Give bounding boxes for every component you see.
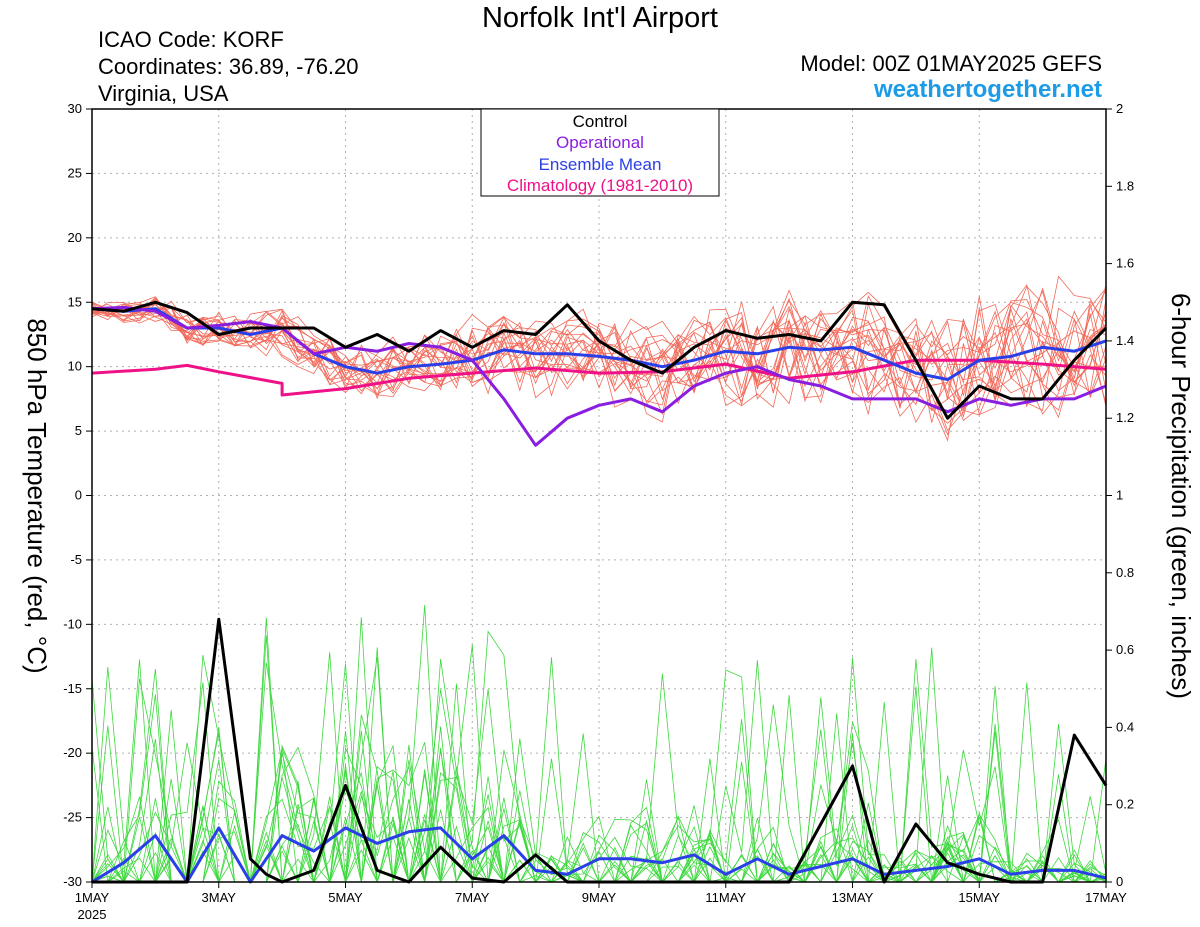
temp-operational-line (91, 305, 1107, 447)
x-tick-label: 5MAY (328, 890, 363, 905)
site-link[interactable]: weathertogether.net (873, 76, 1102, 103)
x-tick-label: 3MAY (202, 890, 237, 905)
right-axis-label: 6-hour Precipitation (green, inches) (1166, 293, 1196, 699)
precip-control-line (92, 617, 1108, 884)
right-tick-label: 0.4 (1116, 719, 1134, 734)
legend-control: Control (573, 112, 628, 131)
x-tick-label: 11MAY (705, 890, 746, 905)
right-tick-label: 0.6 (1116, 642, 1134, 657)
left-tick-label: -30 (63, 874, 82, 889)
x-tick-label: 17MAY (1085, 890, 1127, 905)
right-tick-label: 1.6 (1116, 256, 1134, 271)
temp-member-line (91, 275, 1107, 407)
legend-operational: Operational (556, 133, 644, 152)
temp-member-line (91, 299, 1107, 424)
precip-member-line (91, 657, 1106, 884)
temp-ensemble-mean-line (91, 307, 1107, 381)
temp-member-line (91, 289, 1107, 391)
x-tick-label: 15MAY (958, 890, 1000, 905)
highlight-series (91, 300, 1108, 884)
left-tick-label: 30 (68, 101, 82, 116)
x-tick-label: 7MAY (455, 890, 490, 905)
right-tick-label: 1.4 (1116, 333, 1134, 348)
right-tick-label: 1 (1116, 488, 1123, 503)
legend-ensemble-mean: Ensemble Mean (539, 155, 662, 174)
temp-member-line (91, 302, 1107, 432)
left-tick-label: 0 (75, 488, 82, 503)
left-tick-label: 20 (68, 230, 82, 245)
left-tick-label: -15 (63, 681, 82, 696)
right-tick-label: 2 (1116, 101, 1123, 116)
grid-lines (92, 108, 1106, 883)
x-tick-year: 2025 (78, 907, 107, 922)
left-tick-label: 5 (75, 423, 82, 438)
right-tick-label: 1.8 (1116, 178, 1134, 193)
temp-member-line (91, 287, 1107, 416)
axis-ticks: 302520151050-5-10-15-20-25-3021.81.61.41… (63, 101, 1134, 922)
right-tick-label: 1.2 (1116, 410, 1134, 425)
temp-member-line (91, 297, 1107, 442)
legend-box: Control Operational Ensemble Mean Climat… (480, 108, 720, 197)
precip-ensemble-mean-line (91, 826, 1107, 884)
temp-member-line (91, 290, 1107, 411)
right-tick-label: 0 (1116, 874, 1123, 889)
model-run-label: Model: 00Z 01MAY2025 GEFS (800, 51, 1102, 76)
left-tick-label: 10 (68, 359, 82, 374)
left-tick-label: -20 (63, 745, 82, 760)
left-axis-label: 850 hPa Temperature (red, °C) (22, 318, 52, 673)
x-tick-label: 9MAY (582, 890, 617, 905)
chart-title: Norfolk Int'l Airport (481, 2, 718, 34)
temp-control-line (91, 300, 1108, 420)
precip-member-line (92, 604, 1107, 884)
legend-climatology: Climatology (1981-2010) (507, 176, 693, 195)
x-tick-label: 13MAY (832, 890, 874, 905)
location-label: Virginia, USA (98, 81, 229, 106)
right-tick-label: 0.8 (1116, 565, 1134, 580)
x-tick-label: 1MAY (75, 890, 110, 905)
right-tick-label: 0.2 (1116, 797, 1134, 812)
left-tick-label: -5 (70, 552, 82, 567)
left-tick-label: -10 (63, 616, 82, 631)
legend-frame (480, 108, 720, 197)
left-tick-label: 15 (68, 294, 82, 309)
precip-member-line (91, 666, 1106, 884)
left-tick-label: -25 (63, 810, 82, 825)
temp-member-line (91, 295, 1107, 421)
icao-code-label: ICAO Code: KORF (98, 27, 284, 52)
left-tick-label: 25 (68, 165, 82, 180)
coordinates-label: Coordinates: 36.89, -76.20 (98, 54, 359, 79)
